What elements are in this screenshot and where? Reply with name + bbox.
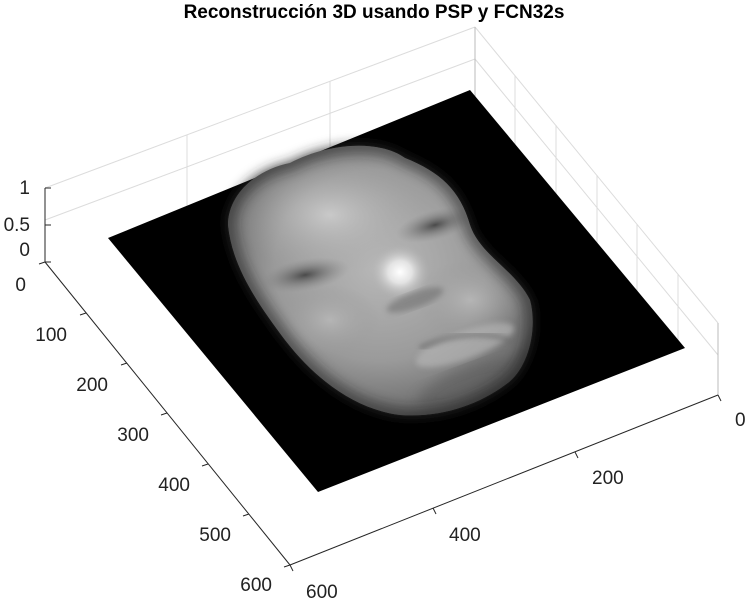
y-tick-label: 400 <box>158 475 190 496</box>
y-tick-labels: 0 100 200 300 400 500 600 <box>15 275 272 596</box>
x-tick-label: 400 <box>449 525 481 546</box>
y-axis-ticks <box>38 261 291 568</box>
z-tick-label: 0.5 <box>4 215 30 236</box>
y-tick-label: 500 <box>199 525 231 546</box>
face-surface <box>228 145 533 416</box>
y-tick-label: 100 <box>35 325 67 346</box>
y-tick-label: 600 <box>240 575 272 596</box>
chart-title: Reconstrucción 3D usando PSP y FCN32s <box>183 2 565 23</box>
x-tick-label: 600 <box>306 582 338 603</box>
y-tick-label: 0 <box>15 275 26 296</box>
z-axis-ticks <box>45 187 51 263</box>
z-tick-label: 0 <box>19 240 30 261</box>
x-tick-label: 200 <box>592 468 624 489</box>
z-tick-label: 1 <box>19 178 30 199</box>
x-tick-labels: 0 200 400 600 <box>306 410 746 603</box>
x-tick-label: 0 <box>735 410 746 431</box>
grid-lines <box>44 26 719 356</box>
x-axis-ticks <box>289 394 722 572</box>
y-tick-label: 200 <box>76 375 108 396</box>
y-tick-label: 300 <box>117 425 149 446</box>
z-tick-labels: 1 0.5 0 <box>4 178 30 261</box>
